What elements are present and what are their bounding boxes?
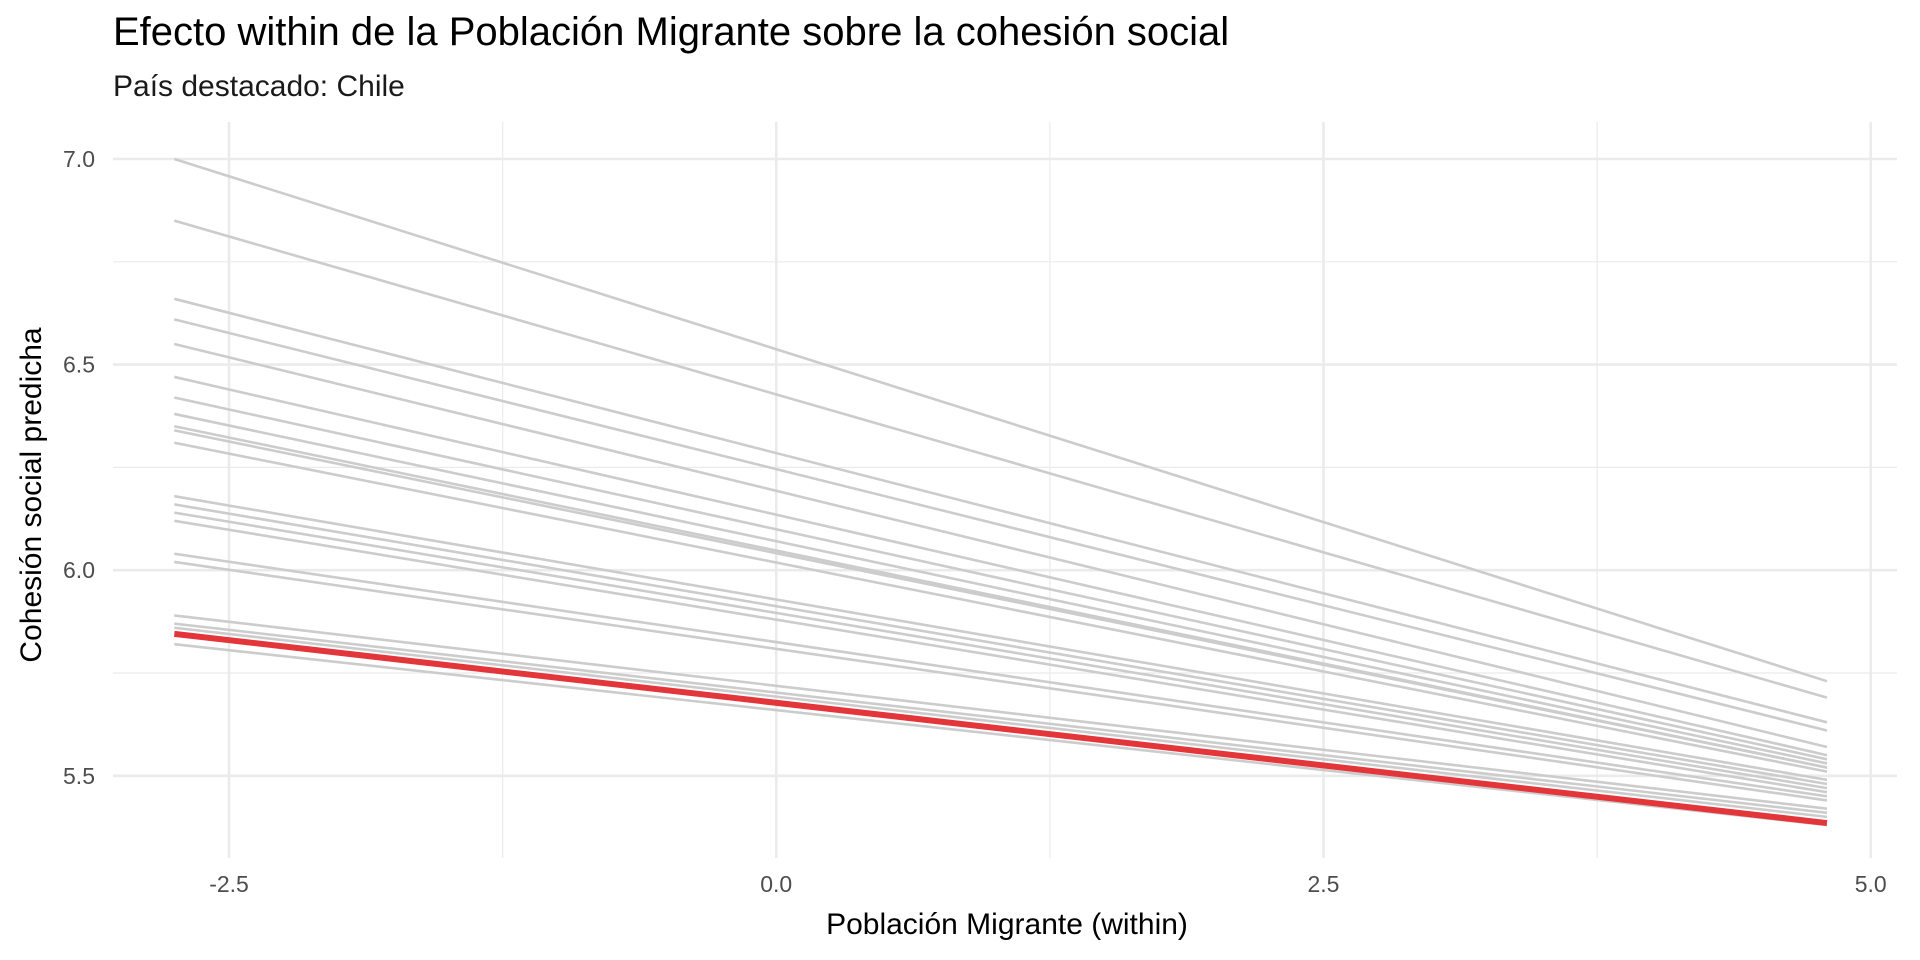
x-axis-title: Población Migrante (within) [826, 908, 1188, 941]
series-line-10 [174, 429, 1828, 769]
y-tick-label: 7.0 [63, 146, 95, 172]
grid-major [113, 122, 1897, 858]
y-tick-label: 5.5 [63, 763, 95, 789]
series-line-15 [174, 519, 1828, 794]
series-line-2 [173, 219, 1828, 699]
x-tick-label: 2.5 [1308, 871, 1340, 897]
series-line-21 [174, 642, 1828, 827]
y-axis-title: Cohesión social predicha [15, 327, 48, 663]
series-line-3 [173, 297, 1828, 724]
series-line-12 [174, 494, 1828, 782]
series-lines [173, 157, 1828, 827]
series-line-18 [174, 614, 1828, 810]
x-tick-label: 0.0 [760, 871, 792, 897]
y-tick-label: 6.5 [63, 352, 95, 378]
series-line-13 [174, 503, 1828, 786]
series-line-20 [174, 626, 1828, 819]
series-line-1 [173, 157, 1828, 683]
series-line-14 [174, 511, 1828, 790]
series-line-4 [173, 318, 1828, 732]
series-line-6 [174, 375, 1828, 757]
series-line-17 [174, 560, 1828, 802]
series-line-highlight [173, 630, 1828, 827]
series-line-7 [174, 396, 1828, 761]
x-axis-ticks: -2.5 0.0 2.5 5.0 [209, 871, 1887, 897]
grid-minor [113, 122, 1897, 858]
series-line-8 [174, 412, 1828, 765]
series-line-5 [173, 342, 1828, 749]
series-line-11 [174, 441, 1828, 773]
x-tick-label: -2.5 [209, 871, 249, 897]
chart-title: Efecto within de la Población Migrante s… [113, 10, 1230, 54]
y-axis-ticks: 5.5 6.0 6.5 7.0 [63, 146, 95, 789]
series-line-16 [174, 552, 1828, 798]
x-tick-label: 5.0 [1855, 871, 1887, 897]
y-tick-label: 6.0 [63, 557, 95, 583]
chart-subtitle: País destacado: Chile [113, 70, 405, 103]
series-line-19 [174, 622, 1828, 815]
